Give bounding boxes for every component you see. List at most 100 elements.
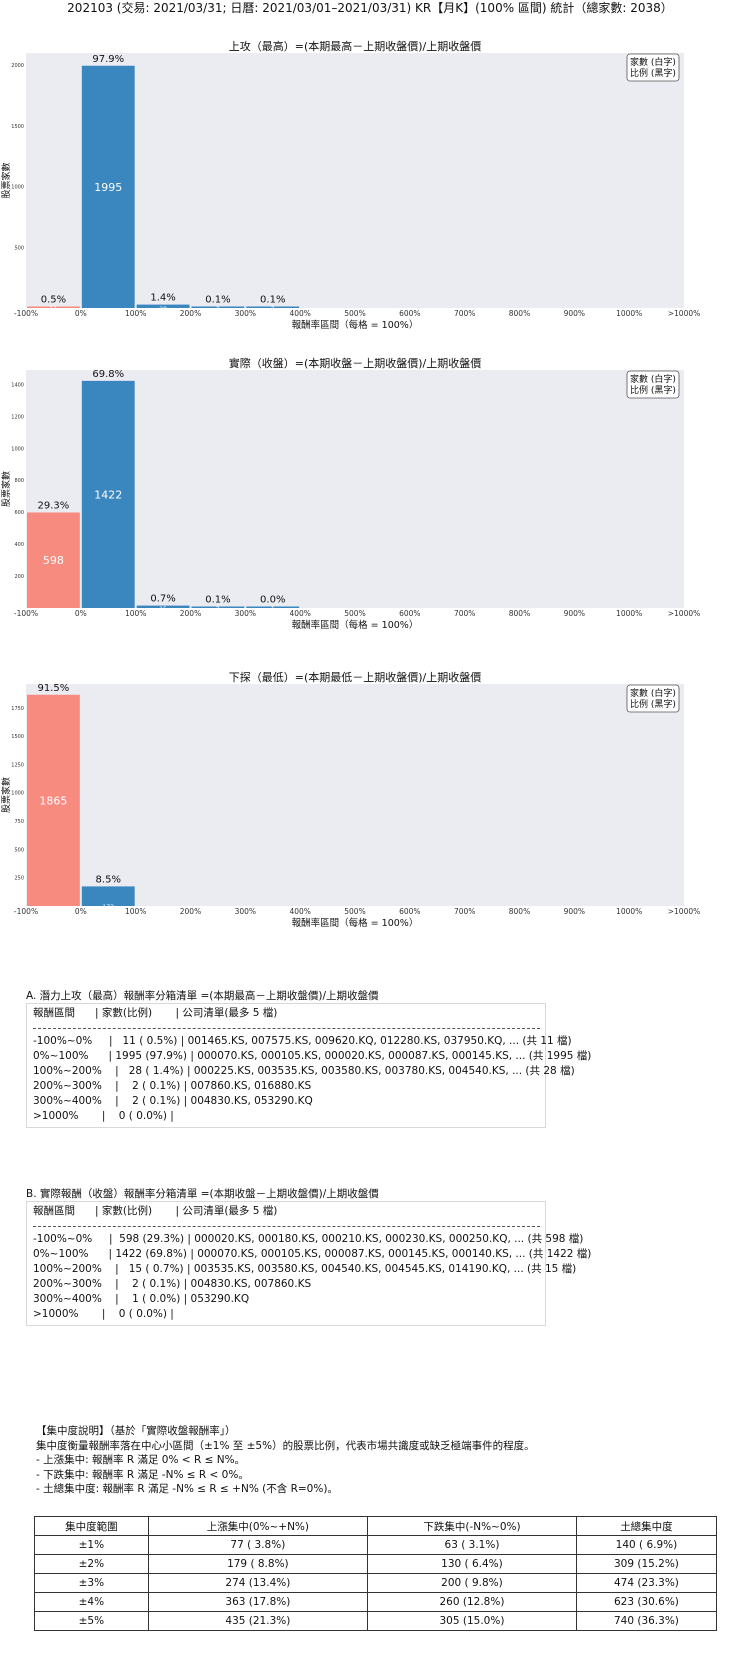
x-tick-label: 800% (509, 907, 530, 916)
y-tick-label: 250 (14, 876, 24, 882)
listing-a-row: -100%~0% | 11 ( 0.5%) | 001465.KS, 00757… (33, 1035, 572, 1047)
table-header: 上漲集中(0%~+N%) (147, 1516, 369, 1536)
listing-a-row: 100%~200% | 28 ( 1.4%) | 000225.KS, 0035… (33, 1065, 575, 1077)
table-row: ±2% 179 ( 8.8%) 130 ( 6.4%) 309 (15.2%) (34, 1554, 718, 1574)
bar-count-label: 28 (159, 306, 167, 313)
x-tick-label: >1000% (668, 907, 701, 916)
legend-entry: 比例 (黑字) (630, 698, 676, 710)
bar (246, 306, 300, 308)
legend-box (626, 684, 680, 713)
x-tick-label: 300% (235, 609, 256, 618)
table-cell: 740 (36.3%) (575, 1611, 718, 1631)
listing-a-row: 300%~400% | 2 ( 0.1%) | 004830.KS, 05329… (33, 1095, 313, 1107)
bar-count-label: 1995 (94, 181, 122, 194)
bar-percent-label: 0.1% (205, 595, 230, 606)
table-cell: ±1% (34, 1535, 149, 1555)
table-cell: 200 ( 9.8%) (367, 1573, 577, 1593)
concentration-note: 【集中度說明】（基於「實際收盤報酬率」） 集中度衡量報酬率落在中心小區間（±1%… (36, 1424, 535, 1497)
bar-percent-label: 91.5% (38, 683, 70, 694)
bar (81, 380, 135, 608)
bar-count-label: 2 (271, 306, 275, 313)
histogram-upside-high: 上攻（最高）=(本期最高－上期收盤價)/上期收盤價 500 1000 1500 2000… (0, 39, 700, 331)
listing-b-title: B. 實際報酬（收盤）報酬率分箱清單 =(本期收盤－上期收盤價)/上期收盤價 (26, 1188, 379, 1200)
table-header: 集中度範圍 (34, 1516, 149, 1536)
y-tick-label: 1200 (11, 414, 24, 420)
bar-count-label: 1422 (94, 488, 122, 501)
x-tick-label: 900% (564, 309, 585, 318)
bar-percent-label: 0.1% (205, 295, 230, 306)
y-tick-label: 2000 (11, 63, 24, 69)
histogram-downside-low: 下探（最低）=(本期最低－上期收盤價)/上期收盤價 250 500 750 1000 12… (0, 670, 701, 929)
table-row: ±1% 77 ( 3.8%) 63 ( 3.1%) 140 ( 6.9%) (34, 1535, 718, 1555)
x-tick-label: 800% (509, 609, 530, 618)
x-tick-label: 400% (289, 609, 310, 618)
table-cell: 305 (15.0%) (367, 1611, 577, 1631)
concentration-note-line: - 上漲集中: 報酬率 R 滿足 0% < R ≤ N%。 (36, 1454, 246, 1466)
listing-b-row: 100%~200% | 15 ( 0.7%) | 003535.KS, 0035… (33, 1263, 577, 1275)
table-header: 下跌集中(-N%~0%) (367, 1516, 577, 1536)
table-row: ±5% 435 (21.3%) 305 (15.0%) 740 (36.3%) (34, 1611, 718, 1631)
y-tick-label: 750 (14, 819, 24, 825)
bar-count-label: 173 (103, 904, 115, 911)
x-tick-label: 600% (399, 309, 420, 318)
listing-a-row: 200%~300% | 2 ( 0.1%) | 007860.KS, 01688… (33, 1080, 312, 1092)
listing-b-row: >1000% | 0 ( 0.0%) | (33, 1308, 174, 1320)
chart-title: 下探（最低）=(本期最低－上期收盤價)/上期收盤價 (229, 670, 482, 684)
x-tick-label: 400% (289, 309, 310, 318)
listing-a-separator (33, 1028, 540, 1029)
plot-area (26, 684, 684, 906)
chart-title: 上攻（最高）=(本期最高－上期收盤價)/上期收盤價 (229, 39, 482, 53)
table-cell: ±2% (34, 1554, 149, 1574)
legend-entry: 比例 (黑字) (630, 384, 676, 396)
listing-b-row: -100%~0% | 598 (29.3%) | 000020.KS, 0001… (33, 1233, 584, 1245)
table-cell: 309 (15.2%) (575, 1554, 718, 1574)
concentration-table: 集中度範圍 上漲集中(0%~+N%) 下跌集中(-N%~0%) 土總集中度 ±1… (34, 1516, 718, 1631)
x-tick-label: 300% (235, 907, 256, 916)
y-tick-label: 1500 (11, 734, 24, 740)
listing-a: A. 潛力上攻（最高）報酬率分箱清單 =(本期最高－上期收盤價)/上期收盤價 報… (26, 989, 591, 1128)
legend-entry: 家數 (白字) (630, 56, 676, 68)
table-cell: 474 (23.3%) (575, 1573, 718, 1593)
bar (27, 306, 80, 308)
x-axis-label: 報酬率區間（每格 = 100%） (292, 319, 419, 331)
bar-count-label: 598 (43, 554, 64, 567)
listing-b: B. 實際報酬（收盤）報酬率分箱清單 =(本期收盤－上期收盤價)/上期收盤價 報… (26, 1187, 591, 1326)
x-tick-label: 900% (564, 907, 585, 916)
x-tick-label: 200% (180, 907, 201, 916)
bar-count-label: 15 (159, 606, 167, 613)
x-tick-label: 900% (564, 609, 585, 618)
x-tick-label: 400% (289, 907, 310, 916)
x-tick-label: 1000% (616, 907, 642, 916)
legend-entry: 比例 (黑字) (630, 67, 676, 79)
bar (136, 304, 190, 308)
bar (136, 605, 190, 608)
x-tick-label: 200% (180, 609, 201, 618)
table-cell: 363 (17.8%) (147, 1592, 369, 1612)
y-tick-label: 1000 (11, 791, 24, 797)
x-axis-label: 報酬率區間（每格 = 100%） (292, 619, 419, 631)
y-tick-label: 200 (14, 574, 24, 580)
x-tick-label: 800% (509, 309, 530, 318)
x-tick-label: 700% (454, 609, 475, 618)
x-tick-label: -100% (14, 309, 38, 318)
listing-a-header: 報酬區間 | 家數(比例) | 公司清單(最多 5 檔) (33, 1007, 278, 1019)
y-tick-label: 400 (14, 542, 24, 548)
table-cell: 179 ( 8.8%) (147, 1554, 369, 1574)
x-tick-label: 600% (399, 907, 420, 916)
listing-b-box: 報酬區間 | 家數(比例) | 公司清單(最多 5 檔) -100%~0% | … (26, 1201, 591, 1326)
table-cell: ±4% (34, 1592, 149, 1612)
legend-box (626, 370, 680, 399)
x-tick-label: 1000% (616, 609, 642, 618)
y-tick-label: 1500 (11, 124, 24, 130)
bar-count-label: 11 (50, 306, 58, 313)
bar (27, 694, 80, 906)
x-tick-label: 500% (344, 309, 365, 318)
bar (246, 606, 300, 608)
bar-count-label: 1 (271, 606, 275, 613)
x-tick-label: >1000% (668, 609, 701, 618)
bar-percent-label: 97.9% (92, 54, 124, 65)
x-tick-label: 500% (344, 907, 365, 916)
y-axis-label: 股票家數 (0, 777, 12, 813)
bar-percent-label: 29.3% (38, 500, 70, 511)
listing-b-row: 300%~400% | 1 ( 0.0%) | 053290.KQ (33, 1293, 250, 1305)
